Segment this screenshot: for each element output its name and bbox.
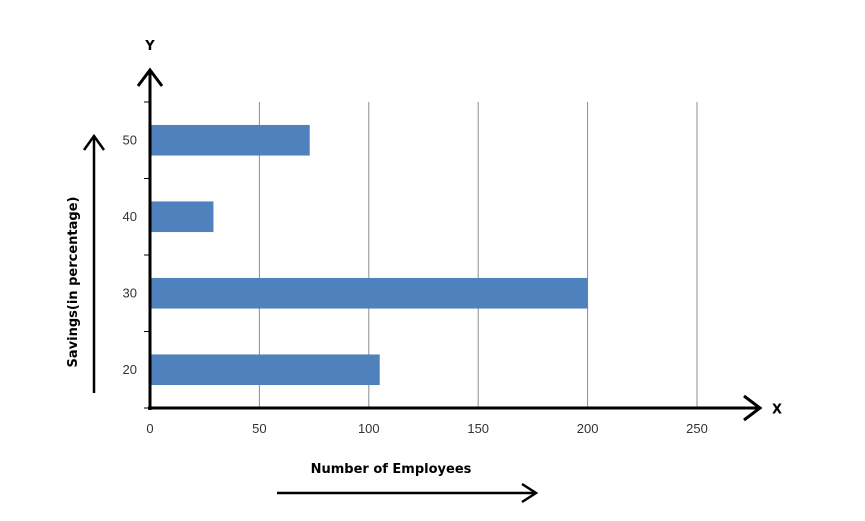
x-tick-label-100: 100 <box>358 421 380 436</box>
x-tick-label-50: 50 <box>252 421 266 436</box>
y-title-arrow-icon <box>82 133 106 151</box>
x-tick-labels: 0 50 100 150 200 250 <box>146 421 707 436</box>
bar-20 <box>151 354 380 386</box>
y-tick-label-50: 50 <box>123 132 137 147</box>
y-tick-label-40: 40 <box>123 209 137 224</box>
x-tick-label-200: 200 <box>577 421 599 436</box>
x-axis-title: Number of Employees <box>311 462 472 477</box>
y-tick-label-30: 30 <box>123 285 137 300</box>
x-tick-label-150: 150 <box>467 421 489 436</box>
y-axis-title: Savings(in percentage) <box>66 197 81 368</box>
bar-30 <box>151 277 588 309</box>
y-axis-arrow-icon <box>136 67 164 87</box>
bar-40 <box>151 201 214 233</box>
x-title-arrow-icon <box>521 482 539 504</box>
x-axis-arrow-icon <box>743 394 763 422</box>
y-axis-name: Y <box>144 39 155 54</box>
x-tick-label-0: 0 <box>146 421 153 436</box>
x-axis-name: X <box>772 403 782 418</box>
y-tick-marks <box>144 101 150 409</box>
x-tick-label-250: 250 <box>686 421 708 436</box>
bars <box>151 124 588 386</box>
y-tick-labels: 20 30 40 50 <box>123 132 137 377</box>
bar-50 <box>151 124 310 156</box>
y-tick-label-20: 20 <box>123 362 137 377</box>
